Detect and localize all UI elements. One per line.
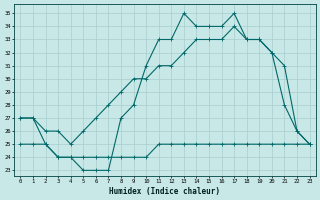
- X-axis label: Humidex (Indice chaleur): Humidex (Indice chaleur): [109, 187, 220, 196]
